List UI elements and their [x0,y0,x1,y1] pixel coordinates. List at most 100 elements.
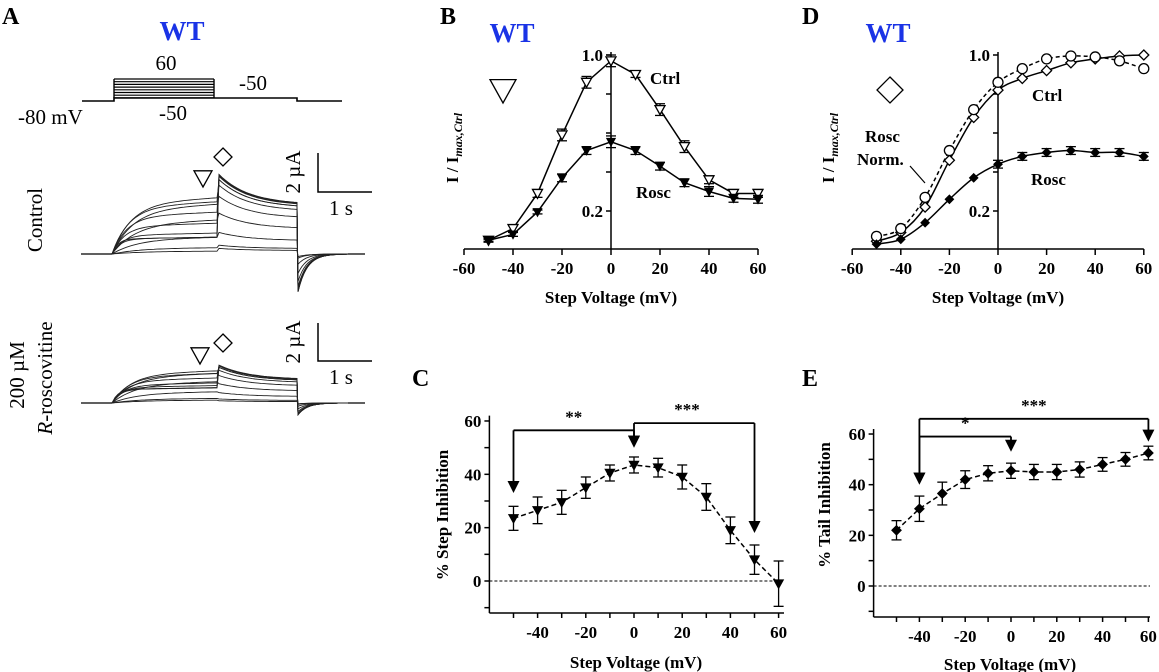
y-tick-label: 20 [849,526,866,545]
current-trace [111,364,349,417]
data-point-ctrl [1040,64,1053,77]
data-point-ctrl [992,84,1004,97]
drug-name-italic-prefix: R [33,422,57,436]
data-point [531,506,544,517]
data-point-rosc [630,146,641,156]
y-axis-label-subscript: max,Ctrl [827,112,841,156]
data-point [1120,453,1131,465]
pointer-line [909,165,926,184]
panel-label-e: E [802,366,818,392]
arrow-head [1005,439,1017,452]
data-point-rosc [679,178,690,189]
series-line [895,452,1149,531]
panel-e: E Step Voltage (mV) % Tail Inhibition -4… [802,366,1157,672]
data-point [982,467,994,479]
data-point [913,503,925,515]
data-point [604,468,616,479]
x-tick-label: 40 [1094,627,1111,646]
protocol-holding-label: -80 mV [18,105,83,129]
y-tick-label: 0 [857,577,866,596]
data-point-ctrl [1016,72,1029,85]
data-point-rosc [752,195,764,205]
tail-marker-diamond-icon [213,147,233,167]
significance-label: *** [674,400,700,419]
data-point-ctrl [629,69,642,81]
current-trace [111,366,349,416]
y-axis-label-e: % Tail Inhibition [815,442,834,568]
x-tick-label: 60 [1135,259,1152,278]
data-point-ctrl [506,223,520,235]
data-point-ctrl [943,154,956,167]
data-point-rosc-norm [992,76,1004,88]
significance-label: *** [1021,396,1047,415]
y-axis-label-main: I / I [443,156,462,183]
data-point-ctrl [580,77,593,89]
data-point-rosc-norm [1065,50,1077,62]
y-tick-label: 0.2 [582,202,603,221]
data-point-rosc-norm [895,222,907,235]
genotype-label-b: WT [489,18,534,48]
x-tick-label: -20 [954,627,977,646]
data-point [676,472,688,483]
series-line [513,464,780,585]
series-line-rosc [488,140,759,241]
data-point [507,514,520,525]
data-point [772,579,785,590]
y-axis-label-c: % Step Inhibition [433,449,452,580]
y-tick-label: 60 [464,412,481,431]
genotype-label-a: WT [159,16,204,46]
x-tick-label: 60 [770,623,787,642]
fit-curve-rosc-norm [876,55,1145,238]
open-triangle-down-legend-icon [488,78,518,105]
current-trace [111,184,349,287]
panel-c: C Step Voltage (mV) % Step Inhibition -4… [412,366,787,672]
current-trace [111,178,349,290]
current-trace [111,173,349,292]
series-label-norm-d-2: Norm. [857,150,904,169]
protocol-tail-label: -50 [239,71,267,95]
arrow-head [507,480,520,493]
series-label-norm-d-1: Rosc [865,127,900,146]
y-tick-label: 1.0 [582,46,603,65]
y-axis-label-main: I / I [819,156,838,183]
panel-label-b: B [440,4,456,30]
data-point [652,463,664,474]
genotype-label-d: WT [865,18,910,48]
panel-label-d: D [802,4,819,30]
data-point-ctrl [653,104,667,116]
scale-bar [317,153,372,193]
data-point-rosc-norm [968,103,980,116]
x-tick-label: 20 [652,259,669,278]
current-trace [111,173,349,292]
data-point-rosc [1017,151,1028,162]
x-tick-label: 20 [674,623,691,642]
x-tick-label: 40 [1087,259,1104,278]
data-point-rosc [703,187,715,197]
x-axis-label-e: Step Voltage (mV) [944,655,1076,672]
protocol-step-bottom-label: -50 [159,101,187,125]
x-tick-label: -40 [526,623,549,642]
current-trace [111,365,349,416]
drug-scale-current-label: 2 µA [281,320,305,364]
drug-scale-time-label: 1 s [329,365,353,389]
x-tick-label: -40 [908,627,931,646]
x-tick-label: 0 [607,259,616,278]
panel-label-c: C [412,366,429,392]
data-point-rosc-norm [919,191,931,204]
x-tick-label: -40 [502,259,525,278]
current-trace [111,369,348,415]
data-point-rosc [993,159,1003,170]
tail-marker-diamond-icon [213,333,233,353]
step-marker-triangle-icon [192,170,214,189]
x-axis-label-c: Step Voltage (mV) [570,653,702,672]
data-point-rosc [920,217,931,228]
x-tick-label: 60 [750,259,767,278]
data-point-rosc [1138,151,1149,162]
arrow-head [913,472,926,485]
x-axis-label-b: Step Voltage (mV) [545,288,677,307]
data-point [1074,464,1086,475]
data-point-rosc [968,172,979,183]
series-line-ctrl [488,59,758,241]
x-tick-label: 0 [994,259,1003,278]
fit-curve-ctrl [876,54,1144,242]
